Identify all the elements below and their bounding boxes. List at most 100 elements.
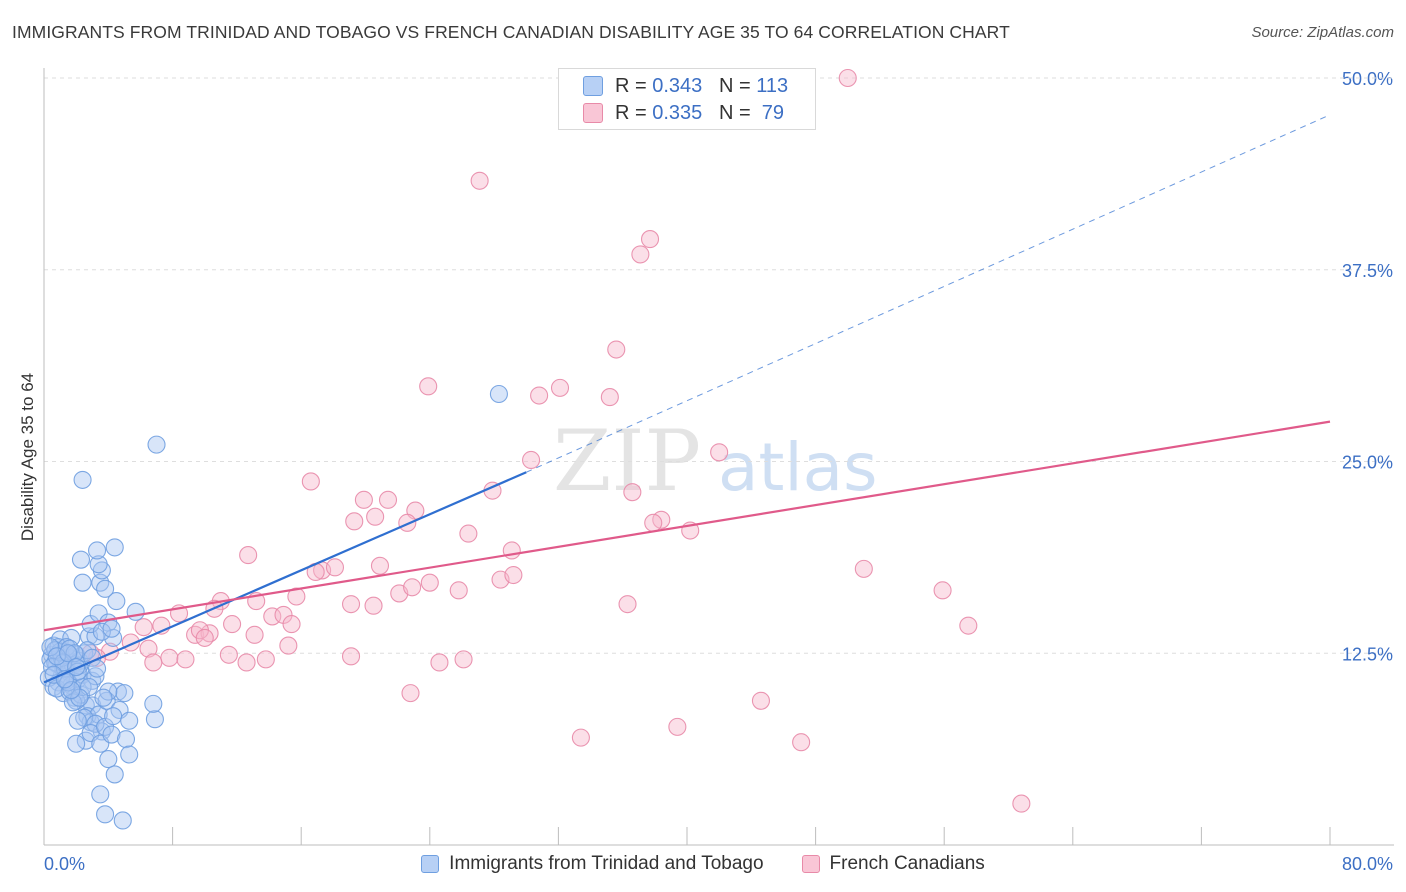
- point-french-canadian: [219, 645, 238, 664]
- stats-r-value: 0.343: [652, 74, 703, 97]
- point-french-canadian: [933, 581, 952, 600]
- point-trinidad: [92, 622, 111, 641]
- point-french-canadian: [139, 639, 158, 658]
- point-trinidad: [86, 714, 105, 733]
- legend-label: Immigrants from Trinidad and Tobago: [449, 853, 764, 874]
- point-french-canadian: [354, 490, 373, 509]
- x-tick-label-min: 0.0%: [44, 854, 85, 874]
- point-trinidad: [145, 710, 164, 729]
- point-french-canadian: [237, 653, 256, 672]
- point-french-canadian: [401, 684, 420, 703]
- point-french-canadian: [134, 618, 153, 637]
- point-trinidad: [59, 644, 78, 663]
- point-french-canadian: [449, 581, 468, 600]
- stats-r-label: R =: [615, 74, 653, 97]
- point-french-canadian: [420, 573, 439, 592]
- point-french-canadian: [195, 628, 214, 647]
- source-label: Source: ZipAtlas.com: [1251, 24, 1394, 41]
- point-trinidad: [105, 538, 124, 557]
- point-french-canadian: [1012, 794, 1031, 813]
- point-french-canadian: [959, 616, 978, 635]
- point-french-canadian: [223, 615, 242, 634]
- stats-swatch-blue: [583, 76, 603, 96]
- point-french-canadian: [282, 615, 301, 634]
- point-french-canadian: [287, 587, 306, 606]
- y-axis-label: Disability Age 35 to 64: [18, 373, 37, 541]
- point-trinidad: [68, 711, 87, 730]
- legend-item-trinidad[interactable]: Immigrants from Trinidad and Tobago: [421, 853, 764, 875]
- point-french-canadian: [160, 648, 179, 667]
- x-tick-label-max: 80.0%: [1342, 854, 1393, 874]
- point-trinidad: [116, 730, 136, 749]
- point-french-canadian: [710, 443, 729, 462]
- point-french-canadian: [364, 596, 383, 615]
- watermark-atlas: atlas: [718, 429, 878, 506]
- point-french-canadian: [245, 625, 264, 644]
- point-french-canadian: [550, 378, 570, 397]
- point-trinidad: [67, 658, 86, 677]
- point-french-canadian: [263, 607, 282, 626]
- legend-label: French Canadians: [829, 853, 985, 874]
- point-french-canadian: [522, 450, 541, 470]
- point-french-canadian: [378, 490, 398, 509]
- point-french-canadian: [370, 556, 390, 575]
- point-french-canadian: [341, 647, 361, 666]
- point-trinidad: [126, 602, 145, 621]
- legend-item-french-canadians[interactable]: French Canadians: [801, 853, 985, 875]
- point-french-canadian: [640, 230, 660, 249]
- point-trinidad: [105, 765, 124, 784]
- point-french-canadian: [366, 507, 385, 526]
- point-french-canadian: [571, 728, 590, 747]
- stats-n-label: N =: [718, 101, 757, 124]
- point-french-canadian: [792, 733, 811, 752]
- point-trinidad: [86, 667, 105, 686]
- point-french-canadian: [301, 472, 320, 491]
- point-french-canadian: [256, 650, 275, 669]
- stats-swatch-pink: [583, 103, 603, 123]
- point-trinidad: [147, 435, 166, 454]
- trendline-french-canadians: [43, 420, 1331, 632]
- point-french-canadian: [668, 717, 687, 736]
- point-trinidad: [113, 811, 132, 830]
- point-trinidad: [120, 745, 139, 764]
- point-trinidad: [99, 750, 118, 769]
- point-trinidad: [99, 682, 118, 701]
- y-tick-label: 25.0%: [1342, 453, 1393, 473]
- point-trinidad: [107, 592, 126, 611]
- stats-n-value: 113: [756, 74, 789, 97]
- point-trinidad: [120, 711, 139, 730]
- stats-legend: R = 0.343 N = 113 R = 0.335 N = 79: [558, 68, 816, 130]
- point-trinidad: [71, 550, 91, 569]
- point-french-canadian: [607, 340, 626, 359]
- stats-r-label: R =: [615, 101, 653, 124]
- point-trinidad: [96, 579, 115, 598]
- point-french-canadian: [419, 377, 438, 396]
- point-trinidad: [489, 384, 508, 404]
- point-french-canadian: [504, 565, 523, 585]
- chart-legend: Immigrants from Trinidad and Tobago Fren…: [0, 851, 1406, 877]
- point-french-canadian: [176, 650, 195, 669]
- point-trinidad: [73, 573, 92, 592]
- point-trinidad: [104, 707, 123, 726]
- point-french-canadian: [623, 483, 642, 502]
- point-trinidad: [47, 647, 66, 666]
- point-french-canadian: [144, 653, 163, 672]
- point-trinidad: [73, 470, 92, 489]
- point-french-canadian: [618, 595, 637, 614]
- point-french-canadian: [854, 559, 873, 578]
- point-french-canadian: [838, 68, 857, 88]
- point-trinidad: [91, 785, 110, 804]
- point-french-canadian: [239, 546, 258, 565]
- trendline-trinidad-extension: [526, 114, 1331, 473]
- point-trinidad: [104, 628, 123, 647]
- point-french-canadian: [345, 512, 364, 531]
- point-french-canadian: [279, 636, 298, 655]
- point-trinidad: [41, 638, 60, 657]
- point-french-canadian: [600, 388, 619, 407]
- legend-swatch-blue: [421, 855, 440, 873]
- legend-swatch-pink: [801, 855, 820, 873]
- point-french-canadian: [341, 595, 361, 614]
- point-french-canadian: [644, 513, 663, 532]
- point-french-canadian: [631, 245, 650, 264]
- point-trinidad: [67, 734, 86, 753]
